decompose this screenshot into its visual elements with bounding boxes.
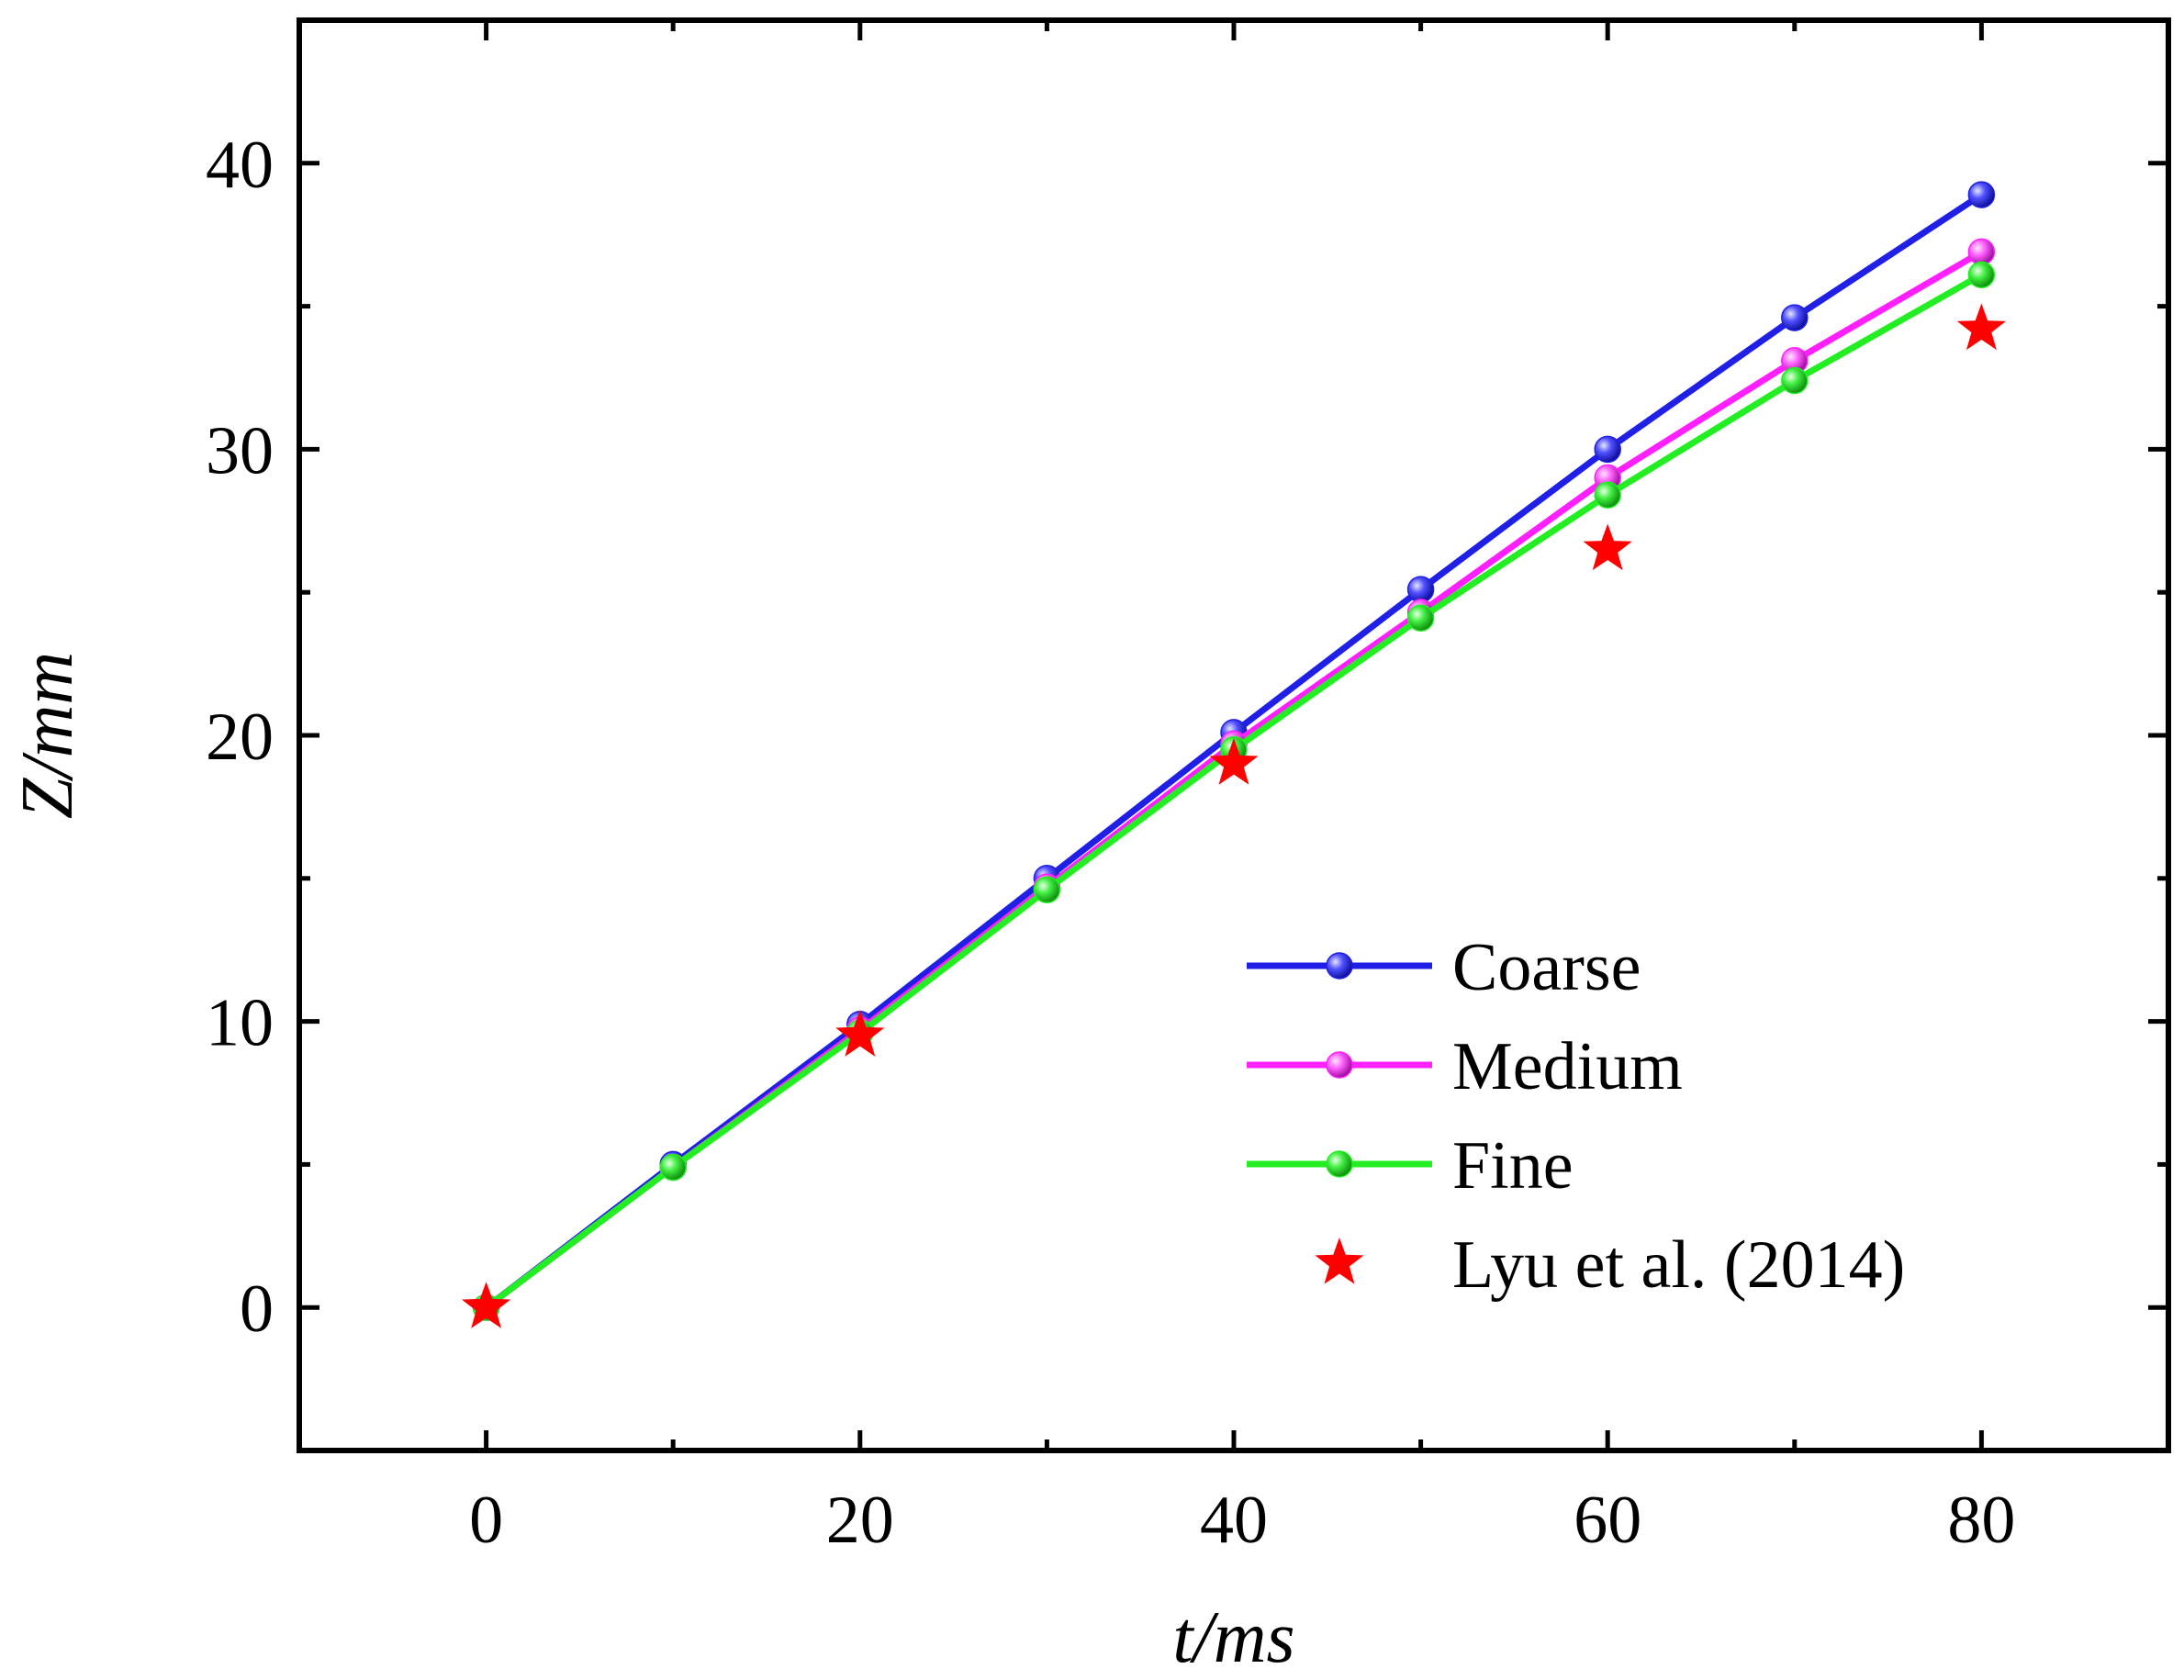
point-fine bbox=[1781, 366, 1809, 395]
point-fine bbox=[1033, 876, 1061, 904]
point-coarse bbox=[1967, 181, 1996, 208]
x-tick-label: 40 bbox=[1200, 1483, 1268, 1558]
y-axis-title: Z/mm bbox=[7, 652, 88, 819]
legend-marker-coarse bbox=[1326, 952, 1353, 980]
point-fine bbox=[1406, 604, 1435, 632]
point-lyu-et-al-2014 bbox=[835, 1010, 885, 1057]
marker-layer bbox=[461, 303, 2007, 1328]
x-tick-label: 20 bbox=[826, 1483, 894, 1558]
point-fine bbox=[659, 1153, 687, 1182]
legend-label-lyu-et-al-2014: Lyu et al. (2014) bbox=[1452, 1227, 1905, 1303]
point-lyu-et-al-2014 bbox=[1209, 738, 1259, 785]
point-fine bbox=[1594, 481, 1621, 510]
point-fine bbox=[1967, 261, 1996, 289]
tick-labels: 0 20 40 60 80 0 10 20 30 40 bbox=[206, 128, 2015, 1558]
y-tick-label: 10 bbox=[206, 986, 274, 1061]
x-tick-label: 0 bbox=[469, 1483, 503, 1558]
point-lyu-et-al-2014 bbox=[1956, 303, 2007, 351]
legend-label-fine: Fine bbox=[1452, 1128, 1574, 1204]
legend-marker-lyu-et-al-2014 bbox=[1315, 1238, 1364, 1284]
legend-marker-medium bbox=[1326, 1051, 1353, 1079]
point-coarse bbox=[1406, 576, 1435, 603]
point-coarse bbox=[1781, 304, 1809, 331]
legend: Coarse Medium Fine Lyu et al. (2014) bbox=[1247, 930, 1905, 1303]
point-lyu-et-al-2014 bbox=[461, 1282, 511, 1328]
series-line-medium bbox=[484, 249, 1984, 1310]
x-axis-title: t/ms bbox=[1172, 1597, 1294, 1678]
y-tick-label: 40 bbox=[206, 128, 274, 203]
axis-ticks bbox=[299, 20, 2168, 1450]
series-line-fine bbox=[484, 272, 1984, 1310]
point-lyu-et-al-2014 bbox=[1583, 523, 1632, 571]
legend-label-coarse: Coarse bbox=[1452, 930, 1641, 1005]
point-medium bbox=[1967, 238, 1996, 266]
y-tick-label: 20 bbox=[206, 700, 274, 775]
y-tick-label: 0 bbox=[240, 1271, 274, 1347]
x-tick-label: 60 bbox=[1574, 1483, 1641, 1558]
x-tick-label: 80 bbox=[1947, 1483, 2015, 1558]
legend-label-medium: Medium bbox=[1452, 1029, 1683, 1104]
y-tick-label: 30 bbox=[206, 413, 274, 488]
point-coarse bbox=[1594, 435, 1621, 464]
legend-marker-fine bbox=[1326, 1150, 1353, 1178]
